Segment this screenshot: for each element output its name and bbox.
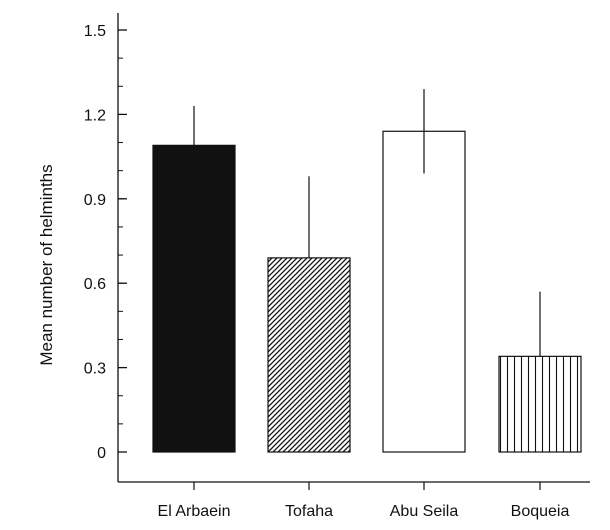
y-tick-label: 0.3 (84, 361, 106, 378)
x-tick-label-abu-seila: Abu Seila (390, 503, 459, 520)
tick-labels: El Arbaein Tofaha Abu Seila Boqueia 0 0.3 0.6 0… (84, 23, 570, 520)
bar-el-arbaein (152, 144, 236, 453)
plot-area (152, 89, 582, 453)
y-tick-label: 0.9 (84, 192, 106, 209)
bar-boqueia (498, 355, 582, 453)
y-tick-label: 0 (97, 445, 106, 462)
x-axis (118, 481, 590, 490)
bar-abu-seila (382, 130, 466, 453)
y-axis (117, 13, 127, 482)
y-tick-label: 1.5 (84, 23, 106, 40)
x-tick-label-el-arbaein: El Arbaein (158, 503, 231, 520)
y-tick-label: 1.2 (84, 107, 106, 124)
y-axis-title: Mean number of helminths (37, 164, 56, 365)
bar-tofaha (267, 257, 351, 453)
y-tick-label: 0.6 (84, 276, 106, 293)
x-tick-label-tofaha: Tofaha (285, 503, 333, 520)
x-tick-label-boqueia: Boqueia (511, 503, 570, 520)
